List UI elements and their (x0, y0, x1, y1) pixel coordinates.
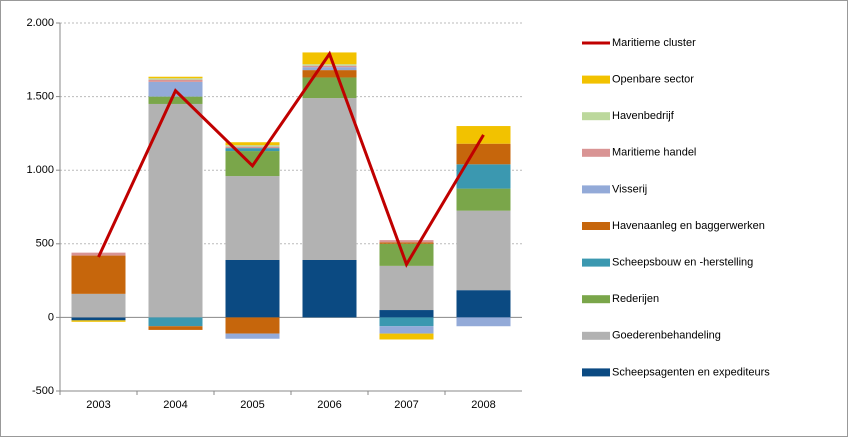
legend-label: Visserij (612, 183, 647, 195)
bar-segment (456, 143, 511, 165)
legend-swatch (582, 295, 610, 304)
bar-segment (456, 188, 511, 211)
bar-segment (379, 243, 434, 266)
bar-segment (71, 320, 126, 322)
bar-segment (302, 67, 357, 71)
legend-swatch (582, 258, 610, 267)
bar-segment (456, 164, 511, 189)
bar-segment (302, 65, 357, 68)
legend-label: Scheepsagenten en expediteurs (612, 366, 770, 378)
legend-label: Scheepsbouw en -herstelling (612, 257, 753, 269)
y-tick-label: 1.500 (26, 91, 54, 103)
legend-label: Maritieme handel (612, 147, 696, 159)
bar-segment (456, 290, 511, 318)
bar-segment (379, 326, 434, 334)
legend-swatch (582, 185, 610, 194)
bar-segment (379, 333, 434, 340)
line (97, 50, 485, 268)
y-tick-label: 2.000 (26, 17, 54, 29)
legend-label: Goederenbehandeling (612, 330, 721, 342)
legend-swatch (582, 112, 610, 121)
legend-swatch (582, 148, 610, 157)
bar-segment (456, 317, 511, 327)
y-tick-label: -500 (32, 385, 54, 397)
bar-segment (379, 310, 434, 318)
legend-label: Rederijen (612, 293, 659, 305)
y-tick-label: 500 (36, 238, 54, 250)
bar-segment (379, 317, 434, 327)
bar-segment (148, 317, 203, 327)
bar-segment (302, 259, 357, 318)
x-tick-label: 2007 (394, 399, 418, 411)
legend-swatch (582, 331, 610, 340)
x-tick-label: 2005 (240, 399, 264, 411)
bar-segment (71, 255, 126, 294)
bar-segment (302, 98, 357, 260)
bar-segment (379, 265, 434, 311)
legend-label: Havenaanleg en baggerwerken (612, 220, 765, 232)
bar-segment (302, 52, 357, 65)
bar-segment (379, 242, 434, 244)
bar-segment (148, 78, 203, 80)
x-tick-label: 2004 (163, 399, 187, 411)
bar-segment (225, 146, 280, 149)
legend-swatch (582, 368, 610, 377)
bar-segment (71, 293, 126, 318)
x-tick-label: 2008 (471, 399, 495, 411)
bar-segment (148, 76, 203, 79)
legend-label: Openbare sector (612, 74, 694, 86)
x-tick-label: 2006 (317, 399, 341, 411)
bar-segment (225, 148, 280, 152)
legend-label: Havenbedrijf (612, 110, 675, 122)
bar-segment (302, 64, 357, 66)
bar-segment (225, 176, 280, 260)
y-tick-label: 1.000 (26, 164, 54, 176)
bar-segment (225, 142, 280, 146)
bar-segment (225, 333, 280, 339)
bar-segment (379, 240, 434, 243)
legend-swatch (582, 222, 610, 230)
legend-label: Maritieme cluster (612, 37, 696, 49)
bar-segment (302, 70, 357, 78)
bar-segment (225, 317, 280, 334)
bar-segment (71, 317, 126, 321)
bar-segment (225, 145, 280, 147)
x-tick-label: 2003 (86, 399, 110, 411)
bar-segment (148, 96, 203, 104)
y-tick-label: 0 (48, 311, 54, 323)
bar-segment (148, 79, 203, 82)
bar-segment (148, 326, 203, 330)
bar-segment (225, 259, 280, 318)
bar-segment (148, 103, 203, 318)
legend-swatch (582, 75, 610, 84)
bar-segment (456, 210, 511, 291)
